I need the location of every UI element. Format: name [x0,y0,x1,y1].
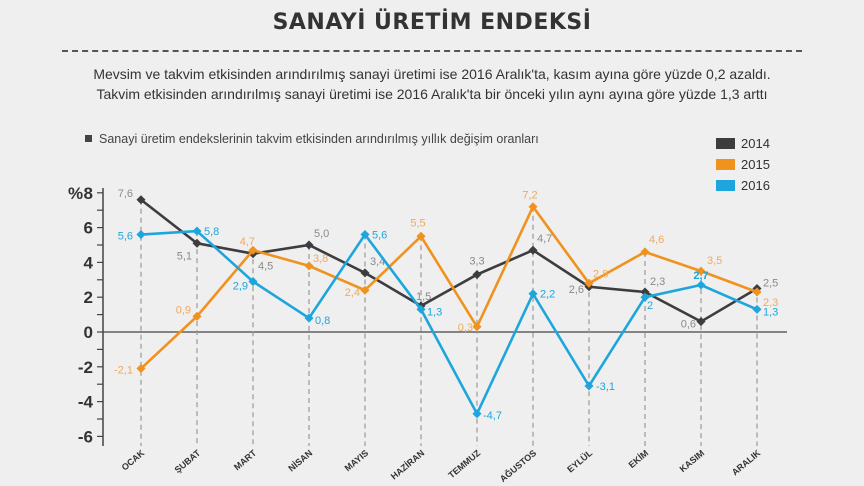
data-label-2016: -3,1 [596,381,615,393]
x-tick-label: HAZİRAN [389,448,426,482]
data-label-2015: 3,5 [707,255,722,267]
x-tick-label: NİSAN [286,448,314,474]
y-tick-label: 4 [84,253,94,272]
data-point-2015 [192,311,202,321]
data-label-2014: 7,6 [118,188,133,200]
x-tick-label: EKİM [627,448,651,470]
x-tick-label: MAYIS [343,448,371,473]
data-label-2015: 2,4 [345,287,360,299]
data-label-2014: 4,5 [258,261,273,273]
data-point-2016 [192,226,202,236]
data-point-2015 [248,245,258,255]
data-point-2014 [192,238,202,248]
data-label-2015: 7,2 [522,190,537,202]
data-label-2015: 0,3 [458,322,473,334]
y-tick-label: -2 [78,358,93,377]
data-label-2014: 2,6 [569,284,584,296]
legend-2015: 2015 [716,157,770,172]
data-label-2015: 2,8 [593,268,608,280]
series-line-2015 [140,204,758,370]
data-label-2016: 5,6 [118,231,133,243]
data-label-2014: 5,0 [314,228,329,240]
y-tick-label: -4 [78,393,94,412]
data-label-2015: 0,9 [176,304,191,316]
data-point-2016 [752,304,762,314]
x-tick-label: ARALIK [730,448,763,478]
x-tick-label: ŞUBAT [173,448,203,475]
data-label-2016: -4,7 [483,410,502,422]
x-tick-label: KASIM [678,448,707,474]
page-title: SANAYİ ÜRETİM ENDEKSİ [272,10,592,35]
data-label-2014: 0,6 [681,319,696,331]
data-label-2016: 2,2 [540,289,555,301]
data-label-2015: 5,5 [410,217,425,229]
data-label-2016: 2 [647,300,653,312]
data-label-2016: 0,8 [315,315,330,327]
data-label-2014: 3,4 [370,256,385,268]
y-tick-label: -6 [78,427,93,446]
data-point-2014 [304,240,314,250]
data-label-2016: 5,6 [372,230,387,242]
divider [62,50,802,52]
subtitle-1: Mevsim ve takvim etkisinden arındırılmış… [93,66,771,82]
data-label-2014: 4,7 [537,233,552,245]
series-line-2016 [140,229,758,417]
data-point-2016 [696,280,706,290]
x-tick-label: OCAK [120,448,147,473]
note-text: Sanayi üretim endekslerinin takvim etkis… [99,132,539,146]
data-label-2016: 2,7 [693,270,708,282]
data-label-2015: 2,3 [763,297,778,309]
data-point-2014 [136,195,146,205]
subtitle-2: Takvim etkisinden arındırılmış sanayi ür… [96,86,768,102]
data-label-2014: 3,3 [469,256,484,268]
data-label-2016: 1,3 [427,306,442,318]
data-label-2014: 2,3 [650,276,665,288]
x-tick-label: MART [232,448,259,473]
y-tick-label: 8 [84,184,93,203]
y-axis-label: % [68,184,83,203]
data-point-2016 [136,230,146,240]
data-point-2015 [136,364,146,374]
data-label-2016: 2,9 [233,281,248,293]
data-label-2014: 2,5 [763,278,778,290]
data-label-2015: 4,7 [240,236,255,248]
y-tick-label: 2 [84,288,93,307]
y-tick-label: 6 [84,219,93,238]
data-label-2016: 1,3 [763,306,778,318]
y-tick-label: 0 [84,323,93,342]
x-tick-label: EYLÜL [565,448,594,475]
data-label-2015: 4,6 [649,234,664,246]
legend-2016: 2016 [716,178,770,193]
data-label-2015: -2,1 [114,365,133,377]
data-label-2015: 3,8 [313,253,328,265]
bullet-icon [85,135,92,142]
series-line-2014 [140,198,758,324]
x-tick-label: TEMMUZ [446,448,482,481]
data-label-2014: 5,1 [177,250,192,262]
x-tick-label: AĞUSTOS [497,447,538,484]
chart-note: Sanayi üretim endekslerinin takvim etkis… [85,132,539,146]
data-label-2014: 1,5 [416,291,431,303]
legend-2014: 2014 [716,136,770,151]
data-point-2016 [248,277,258,287]
data-label-2016: 5,8 [204,226,219,238]
